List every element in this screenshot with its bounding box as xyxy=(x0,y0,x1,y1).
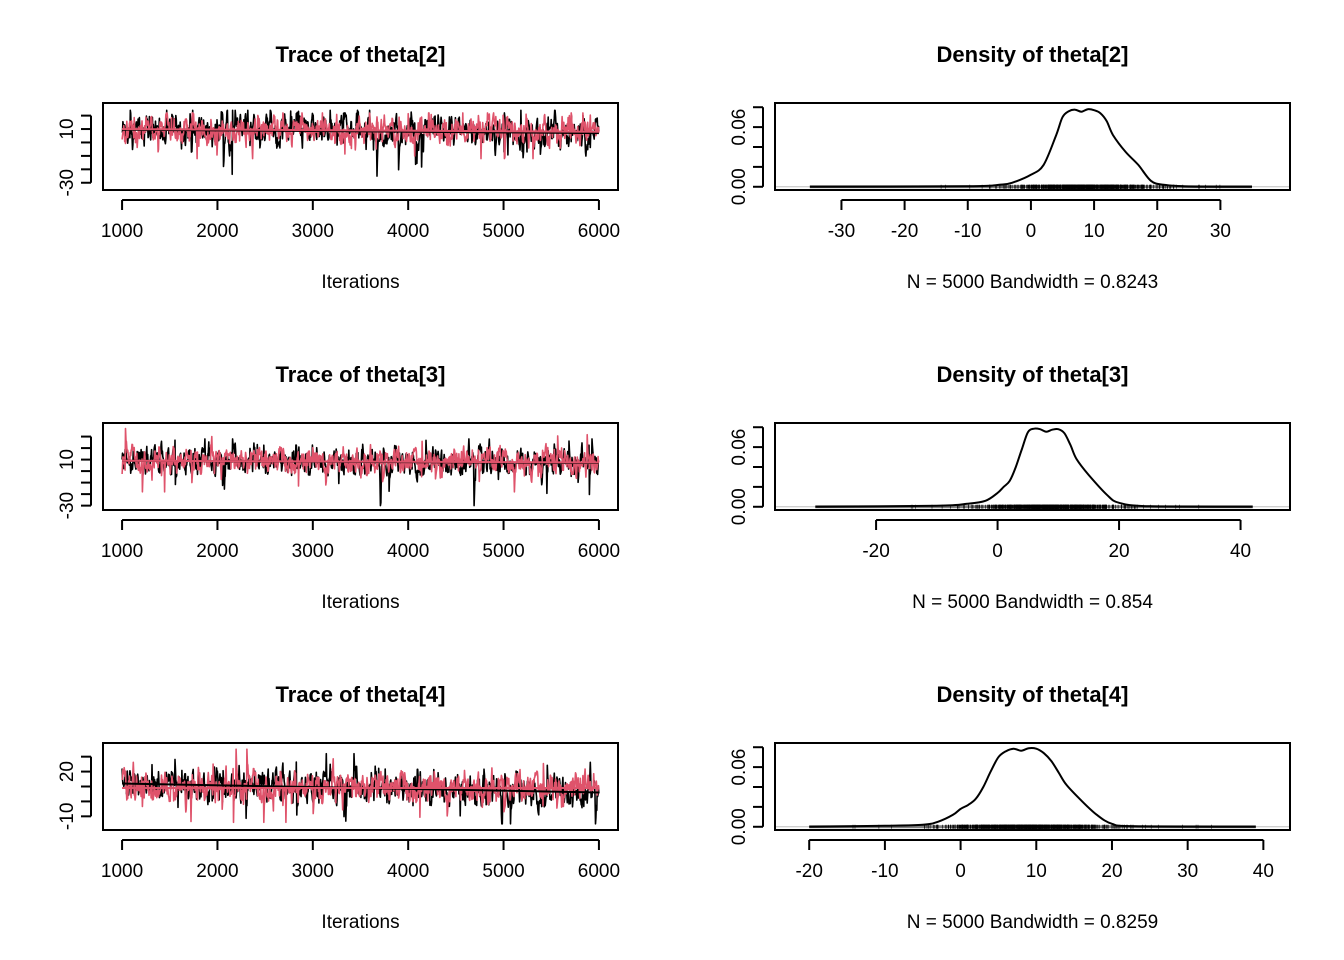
x-tick-label: 0 xyxy=(1026,221,1037,242)
x-axis-label: Iterations xyxy=(321,912,399,933)
y-tick-label: 10 xyxy=(57,449,78,470)
plot-area xyxy=(775,427,1290,509)
x-tick-label: 2000 xyxy=(196,541,238,562)
x-tick-label: 20 xyxy=(1147,221,1168,242)
x-tick-label: 10 xyxy=(1026,861,1047,882)
x-tick-label: 4000 xyxy=(387,221,429,242)
chart-title: Trace of theta[4] xyxy=(276,682,446,707)
plot-frame xyxy=(774,742,1291,831)
plot-frame xyxy=(102,422,619,511)
x-tick-label: 6000 xyxy=(578,221,620,242)
trace-plot: Trace of theta[4] 1000 2000 3000 4000 5000 600… xyxy=(57,682,620,933)
chain-2-trace xyxy=(121,748,600,824)
plot-frame xyxy=(774,422,1291,511)
chain-2-smooth-line xyxy=(122,459,599,464)
chart-title: Trace of theta[3] xyxy=(276,362,446,387)
trace-plot: Trace of theta[3] 1000 2000 3000 4000 5000 600… xyxy=(57,362,620,613)
x-tick-label: 30 xyxy=(1177,861,1198,882)
x-tick-label: 6000 xyxy=(578,541,620,562)
x-tick-label: 1000 xyxy=(101,221,143,242)
x-tick-label: 4000 xyxy=(387,541,429,562)
x-tick-label: -10 xyxy=(871,861,898,882)
plot-area xyxy=(775,747,1290,829)
x-axis-label: N = 5000 Bandwidth = 0.854 xyxy=(912,592,1153,613)
density-plot: Density of theta[4] -20 -10 0 10 20 30 40 0.00 0.… xyxy=(729,682,1291,933)
x-tick-label: 2000 xyxy=(196,861,238,882)
x-axis-label: Iterations xyxy=(321,592,399,613)
x-axis-label: N = 5000 Bandwidth = 0.8259 xyxy=(907,912,1158,933)
y-tick-label: 0.00 xyxy=(729,808,750,845)
x-tick-label: 6000 xyxy=(578,861,620,882)
x-tick-label: 40 xyxy=(1230,541,1251,562)
x-tick-label: -30 xyxy=(828,221,855,242)
x-tick-label: 4000 xyxy=(387,861,429,882)
trace-plot: Trace of theta[2] 1000 2000 3000 4000 5000 600… xyxy=(57,42,620,293)
x-tick-label: 3000 xyxy=(292,861,334,882)
rug-marks xyxy=(852,824,1212,829)
plot-frame xyxy=(102,742,619,831)
chart-title: Density of theta[3] xyxy=(937,362,1129,387)
plot-frame xyxy=(102,102,619,191)
density-plot: Density of theta[2] -30 -20 -10 0 10 20 30 0.00 0… xyxy=(729,42,1291,293)
x-tick-label: 2000 xyxy=(196,221,238,242)
x-axis-label: N = 5000 Bandwidth = 0.8243 xyxy=(907,272,1158,293)
y-tick-label: 0.06 xyxy=(729,749,750,786)
x-tick-label: 40 xyxy=(1253,861,1274,882)
x-tick-label: 30 xyxy=(1210,221,1231,242)
density-curve xyxy=(809,108,1253,188)
plot-area xyxy=(121,748,600,825)
chart-title: Density of theta[4] xyxy=(937,682,1129,707)
y-tick-label: 0.06 xyxy=(729,109,750,146)
x-tick-label: -10 xyxy=(954,221,981,242)
rug-marks xyxy=(940,184,1221,189)
x-tick-label: -20 xyxy=(891,221,918,242)
y-tick-label: 10 xyxy=(57,118,78,139)
x-tick-label: 1000 xyxy=(101,861,143,882)
x-tick-label: 0 xyxy=(955,861,966,882)
x-tick-label: 10 xyxy=(1084,221,1105,242)
plot-area xyxy=(121,427,600,507)
x-tick-label: -20 xyxy=(862,541,889,562)
x-tick-label: 3000 xyxy=(292,221,334,242)
x-tick-label: 5000 xyxy=(482,541,524,562)
x-tick-label: 5000 xyxy=(482,861,524,882)
chart-title: Density of theta[2] xyxy=(937,42,1129,67)
chain-2-smooth-line xyxy=(122,128,599,133)
y-tick-label: 0.06 xyxy=(729,429,750,466)
y-tick-label: -30 xyxy=(57,169,78,196)
density-plot: Density of theta[3] -20 0 20 40 0.00 0.06 N = 5… xyxy=(729,362,1291,613)
x-axis-label: Iterations xyxy=(321,272,399,293)
chain-2-trace xyxy=(121,112,600,160)
rug-marks xyxy=(910,504,1200,509)
x-tick-label: 1000 xyxy=(101,541,143,562)
plot-area xyxy=(121,109,600,177)
chain-1-trace xyxy=(121,109,600,177)
plot-area xyxy=(775,108,1290,189)
y-tick-label: -30 xyxy=(57,492,78,519)
x-tick-label: 5000 xyxy=(482,221,524,242)
x-tick-label: 3000 xyxy=(292,541,334,562)
x-tick-label: 20 xyxy=(1108,541,1129,562)
x-tick-label: 0 xyxy=(992,541,1003,562)
chart-title: Trace of theta[2] xyxy=(276,42,446,67)
y-tick-label: 0.00 xyxy=(729,168,750,205)
y-tick-label: 20 xyxy=(57,761,78,782)
y-tick-label: 0.00 xyxy=(729,488,750,525)
density-curve xyxy=(809,747,1256,828)
x-tick-label: -20 xyxy=(795,861,822,882)
x-tick-label: 20 xyxy=(1101,861,1122,882)
density-curve xyxy=(815,427,1253,508)
plot-frame xyxy=(774,102,1291,191)
y-tick-label: -10 xyxy=(57,803,78,830)
